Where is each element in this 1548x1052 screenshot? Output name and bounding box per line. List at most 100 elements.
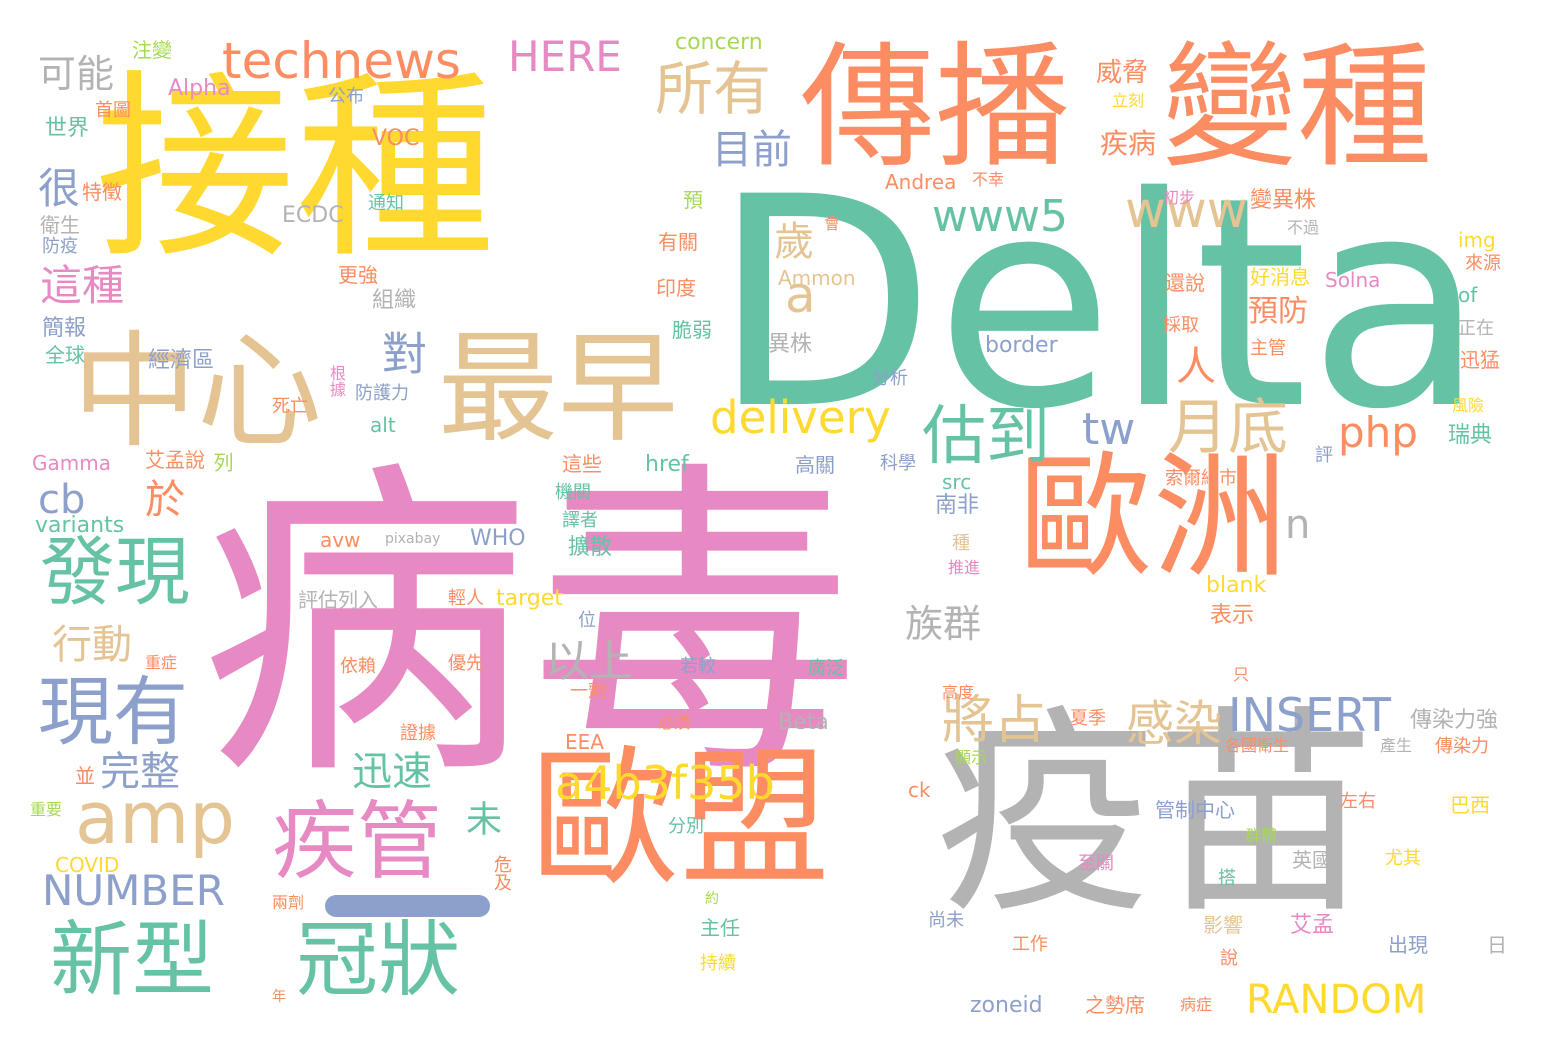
cloud-word: 傳播 xyxy=(800,29,1070,186)
cloud-word: border xyxy=(985,333,1058,358)
cloud-word: 機關 xyxy=(555,482,591,503)
cloud-word: VOC xyxy=(372,126,420,151)
cloud-word: 威脅 xyxy=(1096,58,1149,88)
cloud-word: pixabay xyxy=(385,531,441,547)
cloud-word: img xyxy=(1458,228,1496,252)
cloud-word: 現有 xyxy=(38,668,189,756)
cloud-word: 影響 xyxy=(1203,913,1243,937)
cloud-word: of xyxy=(1458,283,1478,307)
cloud-word: alt xyxy=(370,413,396,437)
cloud-word: avw xyxy=(320,528,361,552)
cloud-word: 歐洲 xyxy=(1018,439,1288,596)
cloud-word: 約 xyxy=(705,891,719,907)
cloud-word: 尚未 xyxy=(928,910,964,931)
cloud-word: target xyxy=(496,586,563,611)
cloud-word: 這種 xyxy=(40,261,125,310)
cloud-word: www5 xyxy=(932,191,1068,242)
cloud-word: 依賴 xyxy=(340,656,376,677)
cloud-word: 來源 xyxy=(1465,253,1501,274)
cloud-word: 通知 xyxy=(368,193,404,214)
cloud-word: 尤其 xyxy=(1385,848,1421,869)
cloud-word: 高關 xyxy=(795,453,835,477)
cloud-word: COVID xyxy=(55,853,120,877)
cloud-word: 很 xyxy=(38,164,81,213)
cloud-word: 產生 xyxy=(1380,736,1413,755)
cloud-word: 預防 xyxy=(1248,294,1308,329)
cloud-word: 列 xyxy=(210,452,234,472)
cloud-word: 中心 xyxy=(72,320,322,465)
cloud-word: 評估列入 xyxy=(298,588,378,612)
cloud-word: 根據 xyxy=(327,365,346,397)
cloud-word: 歐盟 xyxy=(530,733,831,907)
cloud-word: 風險 xyxy=(1452,396,1485,415)
cloud-word: 顯示 xyxy=(955,748,988,767)
cloud-word: 證據 xyxy=(400,723,436,744)
cloud-word: 月底 xyxy=(1168,393,1288,463)
cloud-word: 持續 xyxy=(700,953,736,974)
cloud-word: www xyxy=(1125,181,1248,239)
cloud-word: 族群 xyxy=(905,602,982,646)
cloud-word: 完整 xyxy=(100,749,180,795)
cloud-word: 工作 xyxy=(1012,934,1048,955)
cloud-word: 各國衛生 xyxy=(1225,736,1290,755)
cloud-word: 左右 xyxy=(1340,791,1376,812)
cloud-word: 日 xyxy=(1487,933,1507,957)
cloud-word: 可能 xyxy=(38,52,115,96)
cloud-word: 不幸 xyxy=(972,170,1005,189)
cloud-word: 最早 xyxy=(438,320,678,459)
cloud-word: 經濟區 xyxy=(148,348,215,373)
cloud-word: 主任 xyxy=(700,916,740,940)
cloud-word: 首圖 xyxy=(95,100,131,121)
cloud-word: INSERT xyxy=(1228,688,1391,742)
cloud-word: 巴西 xyxy=(1450,793,1490,817)
cloud-word: 兩劑 xyxy=(272,893,305,912)
cloud-word: 一劑 xyxy=(570,681,606,702)
cloud-word: zoneid xyxy=(970,993,1043,1018)
cloud-word: ck xyxy=(908,778,931,802)
cloud-word: 有關 xyxy=(658,230,698,254)
cloud-word: 疾病 xyxy=(1100,127,1157,160)
cloud-word: 搭 xyxy=(1218,868,1236,889)
cloud-word: blank xyxy=(1206,573,1267,598)
cloud-word: 世界 xyxy=(45,116,90,141)
cloud-word: RANDOM xyxy=(1246,977,1427,1023)
cloud-word: 注變 xyxy=(132,38,172,62)
cloud-word: 譯者 xyxy=(562,510,598,531)
cloud-word: 將占 xyxy=(942,691,1047,751)
cloud-word: 主管 xyxy=(1250,338,1286,359)
cloud-word: 脆弱 xyxy=(672,318,712,342)
cloud-word: 之勢席 xyxy=(1085,993,1145,1017)
cloud-word: 預 xyxy=(683,188,703,212)
cloud-word: 人 xyxy=(1169,345,1215,385)
cloud-word: 發現 xyxy=(40,528,191,616)
cloud-word: 新型 xyxy=(50,913,215,1008)
cloud-word: NUMBER xyxy=(42,866,225,915)
cloud-word: 目前 xyxy=(712,127,792,173)
cloud-word: 疾管 xyxy=(272,793,443,892)
cloud-word: 艾孟 xyxy=(1290,913,1335,938)
cloud-word: tw xyxy=(1082,404,1136,455)
cloud-word: 位 xyxy=(578,610,596,631)
cloud-word: 說 xyxy=(1220,948,1238,969)
cloud-word: 並 xyxy=(75,764,95,788)
cloud-word: 採取 xyxy=(1163,315,1199,336)
cloud-word: 艾孟說 xyxy=(145,448,205,472)
cloud-word: 以上 xyxy=(545,636,633,687)
cloud-word: 接種 xyxy=(95,53,496,286)
cloud-word: ECDC xyxy=(282,203,344,228)
cloud-word: 對 xyxy=(374,330,427,375)
cloud-word: 未 xyxy=(460,800,501,836)
cloud-word: 組織 xyxy=(372,288,417,313)
cloud-word: 高度 xyxy=(942,683,975,702)
cloud-word: 防護力 xyxy=(355,383,409,404)
cloud-word: 病症 xyxy=(1180,995,1213,1014)
cloud-word: 好消息 xyxy=(1250,265,1310,289)
cloud-word: Beta xyxy=(778,710,829,735)
cloud-word: 危及 xyxy=(491,855,512,891)
cloud-word: 全球 xyxy=(45,343,85,367)
cloud-word: 瑞典 xyxy=(1448,423,1493,448)
cloud-word: 病毒 xyxy=(200,435,860,819)
cloud-word: 管制中心 xyxy=(1155,798,1235,822)
cloud-word: 初步 xyxy=(1163,188,1196,207)
